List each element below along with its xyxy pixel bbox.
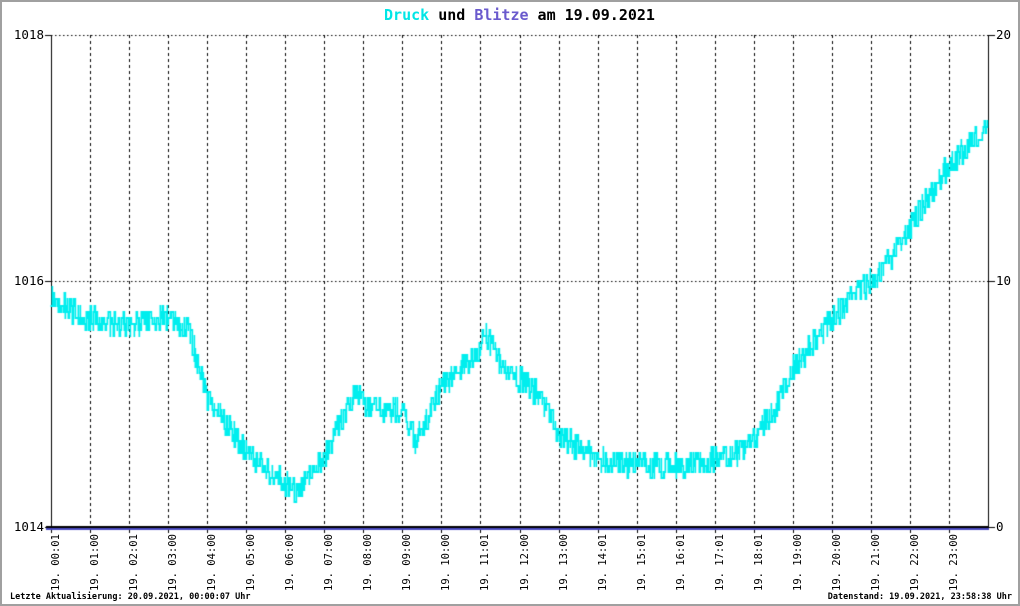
y-axis-label-left: 1014: [13, 519, 44, 534]
chart-title: Druck und Blitze am 19.09.2021: [51, 6, 988, 24]
last-update-text: Letzte Aktualisierung: 20.09.2021, 00:00…: [10, 592, 251, 602]
x-axis-label: 19. 20:00: [831, 534, 843, 591]
x-axis-label: 19. 00:01: [50, 534, 62, 591]
x-axis-label: 19. 16:01: [675, 534, 687, 591]
x-axis-label: 19. 07:00: [323, 534, 335, 591]
x-axis-label: 19. 18:01: [753, 534, 765, 591]
x-axis-label: 19. 04:00: [206, 534, 218, 591]
x-axis-label: 19. 06:00: [284, 534, 296, 591]
y-axis-label-right: 0: [996, 519, 1004, 534]
x-axis-label: 19. 08:00: [362, 534, 374, 591]
x-axis-label: 19. 05:00: [245, 534, 257, 591]
x-axis-label: 19. 21:00: [870, 534, 882, 591]
x-axis-label: 19. 14:01: [597, 534, 609, 591]
x-axis-label: 19. 23:00: [948, 534, 960, 591]
x-axis-label: 19. 13:00: [558, 534, 570, 591]
x-axis-label: 19. 19:00: [792, 534, 804, 591]
data-timestamp-text: Datenstand: 19.09.2021, 23:58:38 Uhr: [827, 592, 1012, 602]
x-axis-label: 19. 11:01: [479, 534, 491, 591]
x-axis-label: 19. 09:00: [401, 534, 413, 591]
x-axis-label: 19. 15:01: [636, 534, 648, 591]
title-date-text: am 19.09.2021: [528, 6, 655, 24]
title-druck-label: Druck: [384, 6, 430, 24]
y-axis-label-right: 20: [996, 27, 1012, 42]
y-axis-label-left: 1018: [13, 27, 44, 42]
x-axis-label: 19. 17:01: [714, 534, 726, 591]
x-axis-label: 19. 01:00: [89, 534, 101, 591]
x-axis-label: 19. 10:00: [440, 534, 452, 591]
y-axis-label-left: 1016: [13, 273, 44, 288]
x-axis-label: 19. 03:00: [167, 534, 179, 591]
x-axis-label: 19. 22:00: [909, 534, 921, 591]
y-axis-label-right: 10: [996, 273, 1012, 288]
x-axis-label: 19. 12:00: [519, 534, 531, 591]
title-blitze-label: Blitze: [474, 6, 529, 24]
x-axis-label: 19. 02:01: [128, 534, 140, 591]
title-und-text: und: [429, 6, 475, 24]
